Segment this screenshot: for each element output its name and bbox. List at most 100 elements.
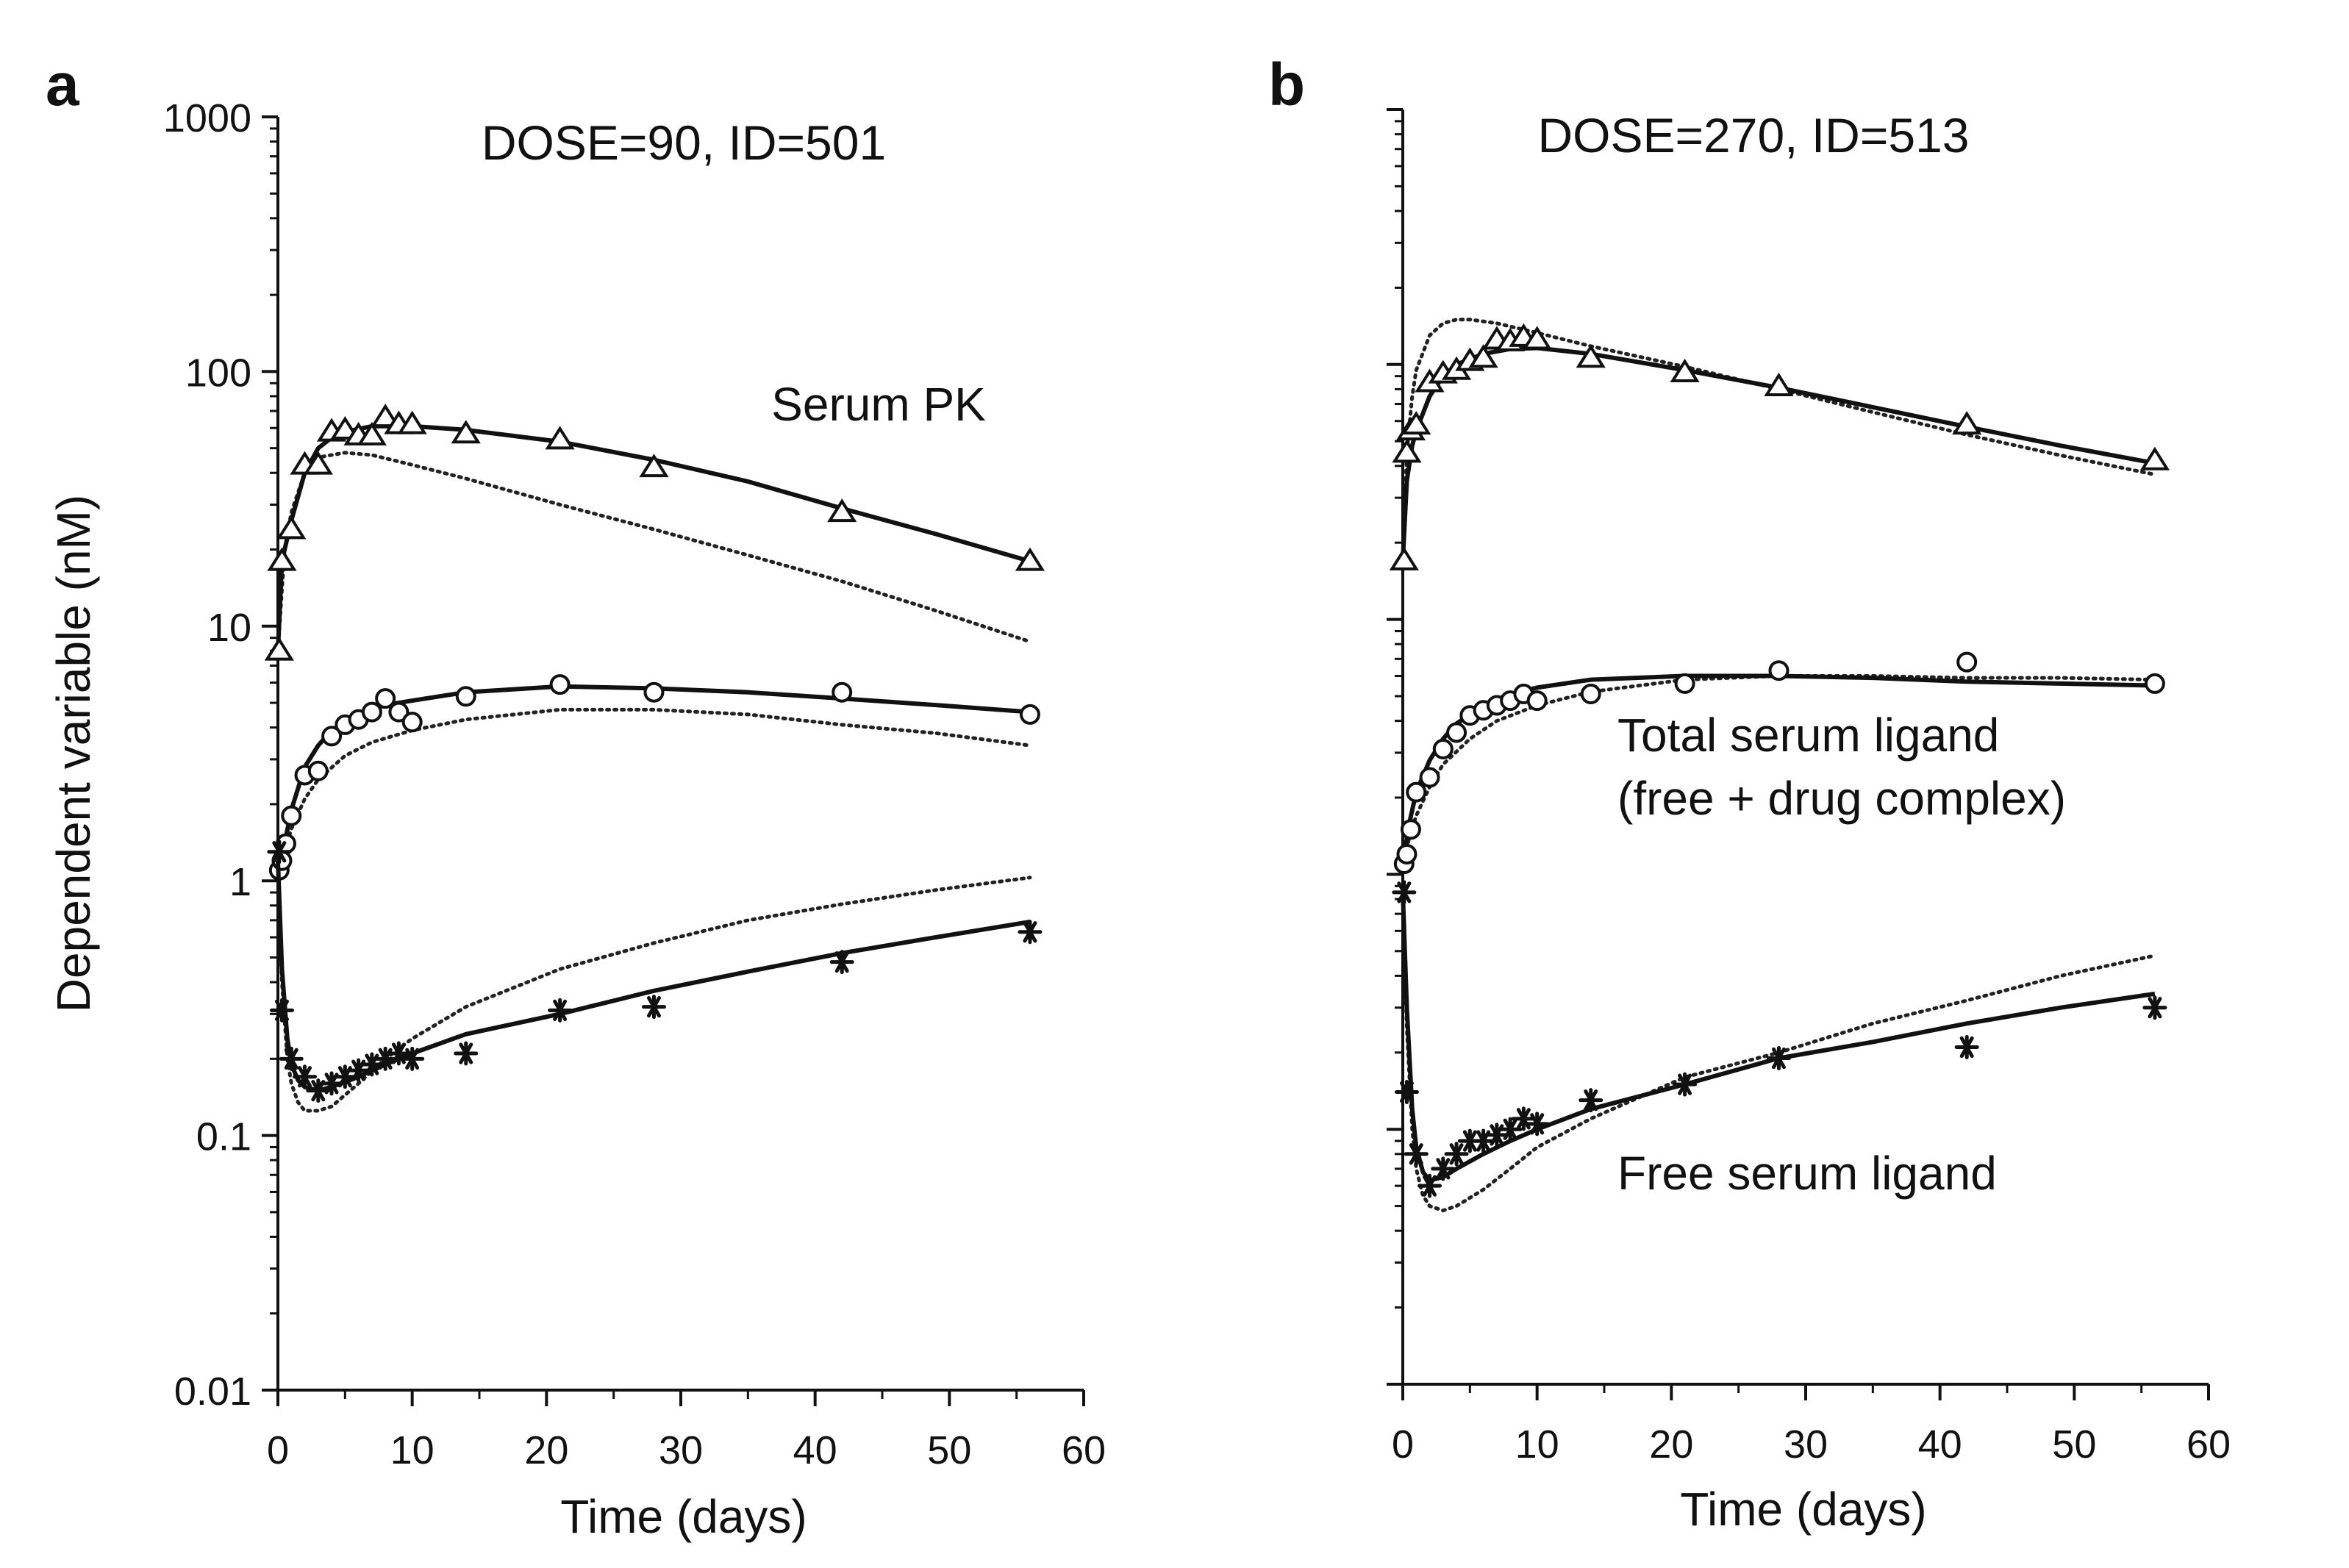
circle-data-point — [1396, 843, 1417, 864]
asterisk-data-point — [641, 995, 666, 1020]
circle-data-point — [2144, 673, 2165, 694]
x-tick-label: 40 — [793, 1428, 837, 1472]
asterisk-data-point — [400, 1046, 425, 1071]
y-tick-label: 100 — [185, 351, 251, 395]
circle-data-point — [1768, 660, 1790, 681]
asterisk-data-point — [267, 840, 292, 864]
asterisk-data-point — [1498, 1117, 1523, 1142]
x-tick-label: 10 — [1515, 1422, 1559, 1467]
asterisk-data-point — [1431, 1156, 1456, 1181]
triangle-data-point — [1468, 344, 1498, 368]
circle-data-point — [1580, 684, 1601, 705]
triangle-data-point — [1015, 547, 1045, 571]
triangle-data-point — [1389, 546, 1419, 570]
x-tick-label: 30 — [1784, 1422, 1828, 1467]
dotted-fit-line — [276, 859, 1032, 1113]
triangle-data-point — [1522, 326, 1552, 350]
circle-data-point — [1956, 651, 1978, 673]
asterisk-data-point — [1525, 1111, 1550, 1136]
circle-data-point — [375, 688, 396, 709]
triangle-data-point — [2139, 446, 2170, 470]
triangle-data-point — [545, 426, 575, 450]
x-tick-label: 0 — [267, 1428, 289, 1472]
circle-data-point — [1400, 819, 1421, 840]
asterisk-data-point — [1578, 1088, 1603, 1113]
panel-b: b DOSE=270, ID=513 0 10 20 30 40 50 60 Time (days… — [1268, 51, 2231, 1536]
triangle-data-point — [303, 451, 333, 475]
asterisk-data-point — [1444, 1142, 1469, 1167]
triangle-data-point — [827, 498, 857, 523]
circle-data-point — [281, 805, 302, 826]
annotation: (free + drug complex) — [1617, 772, 2066, 825]
triangle-data-point — [1764, 372, 1794, 396]
triangle-data-point — [357, 421, 387, 445]
triangle-data-point — [330, 416, 360, 440]
y-tick-label: 0.1 — [196, 1115, 251, 1159]
asterisk-data-point — [1417, 1173, 1442, 1198]
triangle-data-point — [639, 454, 669, 478]
triangle-data-point — [264, 637, 294, 661]
annotation: Free serum ligand — [1617, 1147, 1997, 1200]
x-tick-label: 20 — [1649, 1422, 1693, 1467]
chart-title: DOSE=90, ID=501 — [482, 115, 886, 170]
circle-data-point — [1019, 704, 1040, 725]
asterisk-data-point — [1404, 1142, 1429, 1167]
panel-label: b — [1268, 51, 1305, 118]
panel-label: a — [46, 51, 80, 118]
triangle-data-point — [1670, 358, 1700, 382]
asterisk-data-point — [1018, 920, 1043, 945]
circle-data-point — [832, 681, 853, 703]
triangle-data-point — [267, 547, 297, 571]
circle-data-point — [388, 701, 410, 723]
x-tick-label: 60 — [1062, 1428, 1106, 1472]
asterisk-data-point — [1511, 1106, 1536, 1131]
dotted-fit-line — [1401, 318, 2157, 563]
y-tick-label: 0.01 — [174, 1370, 251, 1414]
y-tick-label: 1 — [229, 860, 251, 904]
circle-data-point — [1674, 673, 1695, 694]
circle-data-point — [1526, 690, 1548, 712]
y-tick-label: 1000 — [163, 96, 251, 140]
circle-data-point — [455, 686, 476, 707]
asterisk-data-point — [1766, 1046, 1791, 1071]
x-tick-label: 10 — [390, 1428, 435, 1472]
asterisk-data-point — [269, 998, 294, 1023]
circle-data-point — [361, 701, 382, 723]
circle-data-point — [1432, 738, 1454, 759]
x-tick-label: 50 — [927, 1428, 971, 1472]
circle-data-point — [1446, 722, 1467, 743]
triangle-data-point — [1576, 344, 1606, 368]
asterisk-data-point — [279, 1046, 304, 1071]
panel-a: a DOSE=90, ID=501 0.01 0.1 1 10 100 1000 0 10 20 30… — [46, 51, 1106, 1543]
solid-fit-line — [1401, 892, 2156, 1183]
triangle-data-point — [1952, 411, 1982, 435]
triangle-data-point — [1401, 411, 1431, 435]
asterisk-data-point — [373, 1046, 398, 1071]
x-axis-label: Time (days) — [1680, 1483, 1926, 1536]
triangle-data-point — [276, 515, 307, 540]
circle-data-point — [401, 712, 423, 733]
asterisk-data-point — [454, 1041, 479, 1066]
asterisk-data-point — [2142, 995, 2167, 1020]
x-tick-label: 20 — [524, 1428, 568, 1472]
triangle-data-point — [371, 404, 401, 428]
y-axis-label: Dependent variable (nM) — [47, 495, 100, 1012]
circle-data-point — [307, 760, 329, 781]
x-axis-label: Time (days) — [560, 1490, 807, 1543]
asterisk-data-point — [829, 950, 854, 975]
triangle-data-point — [1392, 439, 1422, 463]
asterisk-data-point — [1954, 1034, 1979, 1059]
asterisk-data-point — [293, 1064, 318, 1089]
circle-data-point — [321, 726, 343, 747]
circle-data-point — [1419, 767, 1440, 788]
asterisk-data-point — [1457, 1128, 1482, 1153]
asterisk-data-point — [1394, 1080, 1419, 1105]
x-tick-label: 30 — [659, 1428, 703, 1472]
x-tick-label: 50 — [2052, 1422, 2096, 1467]
triangle-data-point — [451, 420, 481, 444]
circle-data-point — [1406, 781, 1427, 803]
x-tick-label: 40 — [1918, 1422, 1962, 1467]
asterisk-data-point — [360, 1052, 385, 1077]
x-tick-label: 60 — [2187, 1422, 2231, 1467]
